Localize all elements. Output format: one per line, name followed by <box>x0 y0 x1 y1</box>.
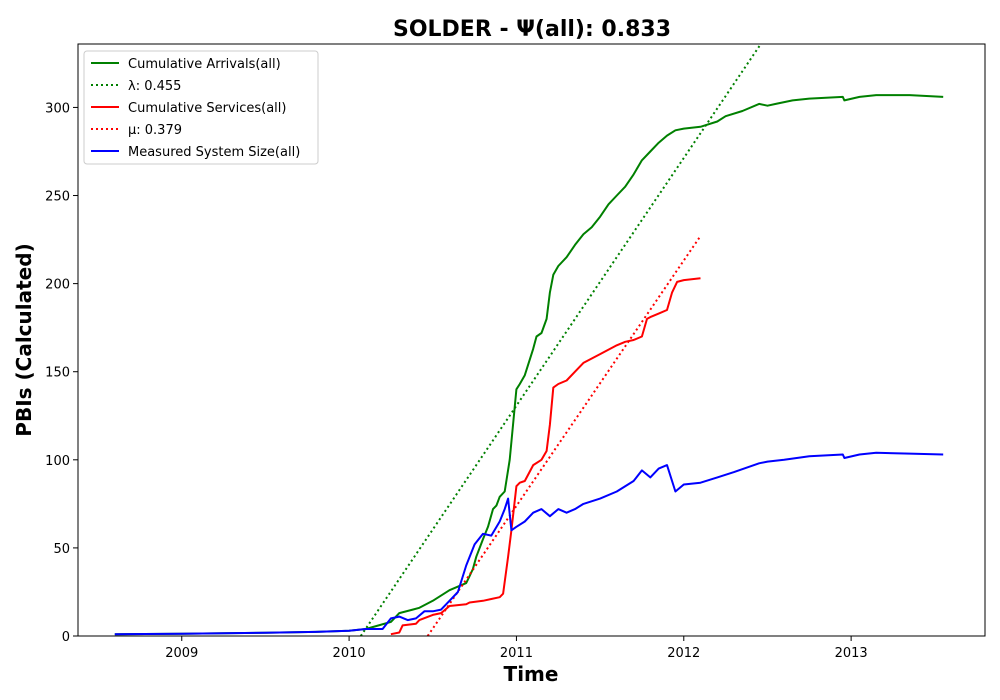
y-tick-label: 0 <box>62 630 70 645</box>
x-tick-label: 2011 <box>500 646 533 661</box>
legend-label-5: Measured System Size(all) <box>128 145 300 160</box>
y-tick-label: 100 <box>45 454 70 469</box>
series-line-4 <box>426 235 702 636</box>
x-tick-label: 2012 <box>667 646 700 661</box>
series-line-3 <box>390 277 701 636</box>
series-line-5 <box>114 451 944 636</box>
legend-label-1: Cumulative Arrivals(all) <box>128 57 281 72</box>
series-layer <box>114 44 944 636</box>
legend-box <box>83 50 319 165</box>
y-tick-label: 250 <box>45 190 70 205</box>
ticks-layer: 2009 2010 2011 2012 2013 0 50 100 150 200 250 300 <box>45 101 868 661</box>
y-tick-label: 300 <box>45 101 70 116</box>
y-tick-label: 150 <box>45 366 70 381</box>
x-tick-label: 2009 <box>165 646 198 661</box>
x-tick-label: 2010 <box>333 646 366 661</box>
x-axis-label: Time <box>504 662 559 686</box>
y-tick-label: 50 <box>53 542 70 557</box>
legend-label-3: Cumulative Services(all) <box>128 101 286 116</box>
legend: Cumulative Arrivals(all) λ: 0.455 Cumulati… <box>83 50 319 165</box>
x-tick-label: 2013 <box>835 646 868 661</box>
legend-label-4: μ: 0.379 <box>128 123 182 138</box>
series-line-2 <box>359 44 762 636</box>
y-axis-label: PBIs (Calculated) <box>12 243 36 436</box>
legend-label-2: λ: 0.455 <box>128 79 181 94</box>
plot-frame <box>77 43 986 637</box>
y-tick-label: 200 <box>45 278 70 293</box>
series-line-1 <box>114 94 944 636</box>
chart-title: SOLDER - Ψ(all): 0.833 <box>393 17 671 42</box>
